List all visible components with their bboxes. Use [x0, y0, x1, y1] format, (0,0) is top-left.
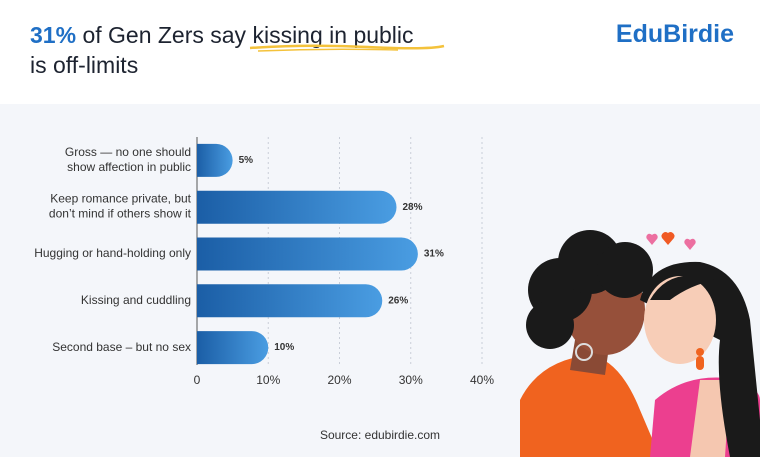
title-underlined: kissing in public: [250, 22, 445, 52]
value-label: 28%: [403, 202, 423, 213]
title-text: is off-limits: [30, 52, 139, 78]
bar: [197, 143, 233, 177]
source: Source: edubirdie.com: [320, 428, 440, 442]
x-tick-label: 10%: [256, 373, 280, 387]
x-tick-label: 40%: [470, 373, 494, 387]
chart-title: 31% of Gen Zers say kissing in public is…: [30, 20, 445, 80]
brand-logo: EduBirdie: [615, 20, 734, 48]
value-label: 5%: [239, 155, 254, 166]
y-tick-label: Kissing and cuddling: [81, 293, 191, 307]
x-tick-label: 0: [194, 373, 201, 387]
x-tick-label: 30%: [399, 373, 423, 387]
bar: [197, 190, 397, 224]
underline: [250, 44, 445, 52]
bar: [197, 331, 269, 365]
y-tick-label: Second base – but no sex: [52, 340, 191, 354]
illustration: [520, 230, 760, 457]
x-tick-label: 20%: [327, 373, 351, 387]
title-highlight: 31%: [30, 22, 77, 48]
value-label: 31%: [424, 249, 444, 260]
bar: [197, 284, 383, 318]
y-tick-label: Keep romance private, but don’t mind if o…: [49, 192, 192, 221]
title-text: of Gen Zers say: [82, 22, 247, 48]
value-label: 10%: [274, 342, 294, 353]
bar: [197, 237, 418, 271]
value-label: 26%: [388, 295, 408, 306]
y-tick-label: Hugging or hand-holding only: [34, 246, 191, 260]
y-tick-label: Gross — no one should show affection in p…: [65, 145, 191, 174]
header: 31% of Gen Zers say kissing in public is…: [0, 0, 760, 104]
title-text: kissing in public: [252, 22, 414, 48]
